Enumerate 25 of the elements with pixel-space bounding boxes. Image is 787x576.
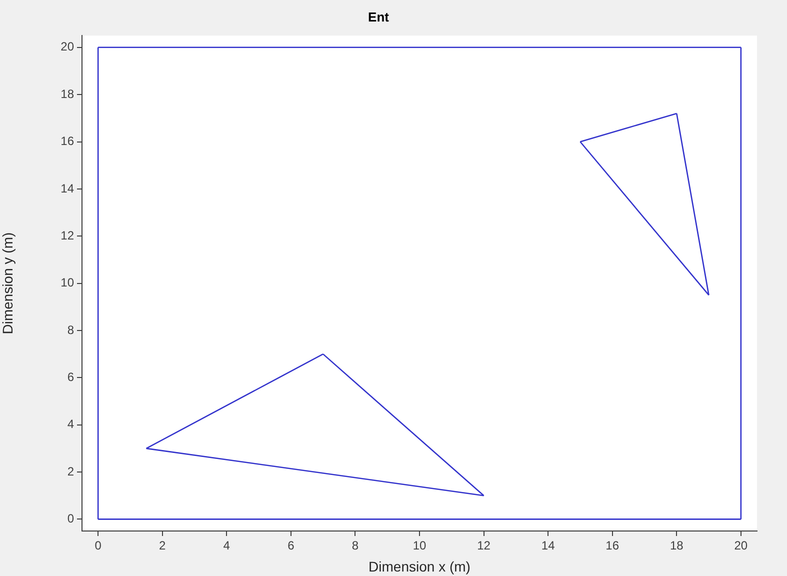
y-tick-label: 16 (60, 134, 74, 148)
y-tick-label: 20 (60, 40, 74, 54)
x-tick-label: 0 (94, 538, 102, 553)
y-tick-label: 0 (67, 512, 74, 526)
x-tick-label: 4 (223, 538, 230, 553)
y-tick-label: 10 (60, 276, 74, 290)
y-tick-label: 12 (60, 228, 74, 242)
y-tick-label: 4 (67, 417, 74, 432)
y-tick-label: 8 (67, 322, 74, 337)
y-tick-label: 18 (60, 86, 74, 101)
x-tick-label: 2 (159, 538, 166, 553)
x-tick-label: 8 (352, 538, 359, 553)
x-tick-label: 12 (477, 538, 491, 553)
x-tick-label: 14 (541, 538, 556, 553)
x-tick-label: 16 (606, 538, 620, 553)
y-tick-label: 6 (67, 370, 74, 384)
x-axis-title: Dimension x (m) (368, 558, 470, 574)
x-tick-label: 18 (670, 538, 684, 553)
y-tick-label: 14 (60, 181, 74, 196)
chart-title: Ent (368, 9, 390, 24)
x-tick-label: 6 (288, 538, 295, 553)
x-tick-label: 20 (734, 538, 748, 553)
y-tick-label: 2 (67, 464, 74, 478)
y-axis-title: Dimension y (m) (0, 232, 16, 334)
x-tick-label: 10 (412, 538, 426, 553)
